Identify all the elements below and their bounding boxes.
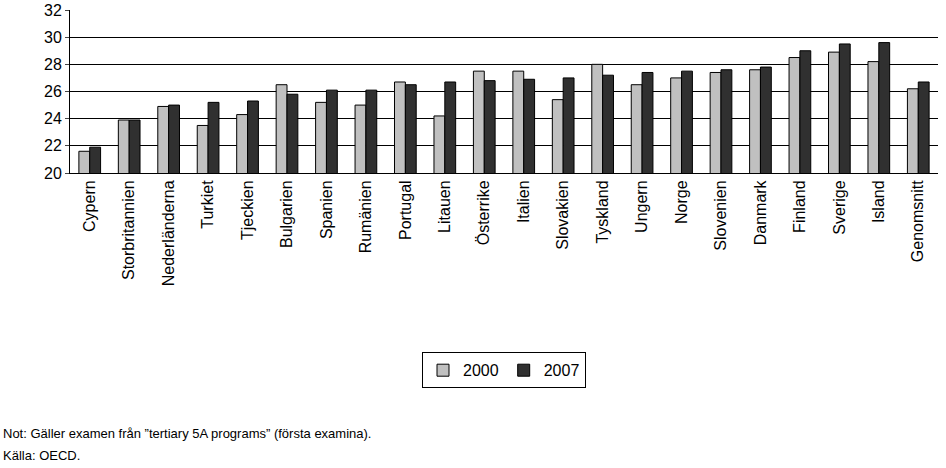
svg-text:Källa: OECD.: Källa: OECD. <box>3 448 80 463</box>
svg-text:Finland: Finland <box>791 180 808 232</box>
svg-text:Not: Gäller examen från ”terti: Not: Gäller examen från ”tertiary 5A pro… <box>3 426 371 441</box>
svg-text:Spanien: Spanien <box>318 180 335 239</box>
svg-text:22: 22 <box>44 137 62 154</box>
svg-text:2000: 2000 <box>463 362 499 379</box>
svg-text:Rumänien: Rumänien <box>357 180 374 253</box>
svg-text:Genomsnitt: Genomsnitt <box>909 180 926 262</box>
svg-text:Storbritannien: Storbritannien <box>120 180 137 280</box>
svg-text:Tyskland: Tyskland <box>594 180 611 243</box>
svg-text:Sverige: Sverige <box>831 180 848 234</box>
svg-text:Litauen: Litauen <box>436 180 453 233</box>
svg-text:Bulgarien: Bulgarien <box>278 180 295 248</box>
svg-text:Slovenien: Slovenien <box>712 180 729 250</box>
svg-text:26: 26 <box>44 83 62 100</box>
svg-text:28: 28 <box>44 56 62 73</box>
svg-text:30: 30 <box>44 29 62 46</box>
svg-text:Slovakien: Slovakien <box>554 180 571 249</box>
svg-text:Italien: Italien <box>515 180 532 223</box>
svg-text:Cypern: Cypern <box>81 180 98 232</box>
svg-text:Danmark: Danmark <box>752 179 769 245</box>
svg-text:Nederländerna: Nederländerna <box>160 180 177 286</box>
svg-text:Turkiet: Turkiet <box>199 180 216 229</box>
svg-text:Tjeckien: Tjeckien <box>239 180 256 240</box>
svg-text:20: 20 <box>44 165 62 182</box>
svg-text:Norge: Norge <box>673 180 690 224</box>
svg-text:Ungern: Ungern <box>633 180 650 232</box>
svg-text:2007: 2007 <box>544 362 580 379</box>
svg-text:24: 24 <box>44 110 62 127</box>
svg-text:Österrike: Österrike <box>475 180 492 245</box>
svg-text:Portugal: Portugal <box>397 180 414 240</box>
svg-text:32: 32 <box>44 2 62 19</box>
svg-text:Island: Island <box>870 180 887 223</box>
